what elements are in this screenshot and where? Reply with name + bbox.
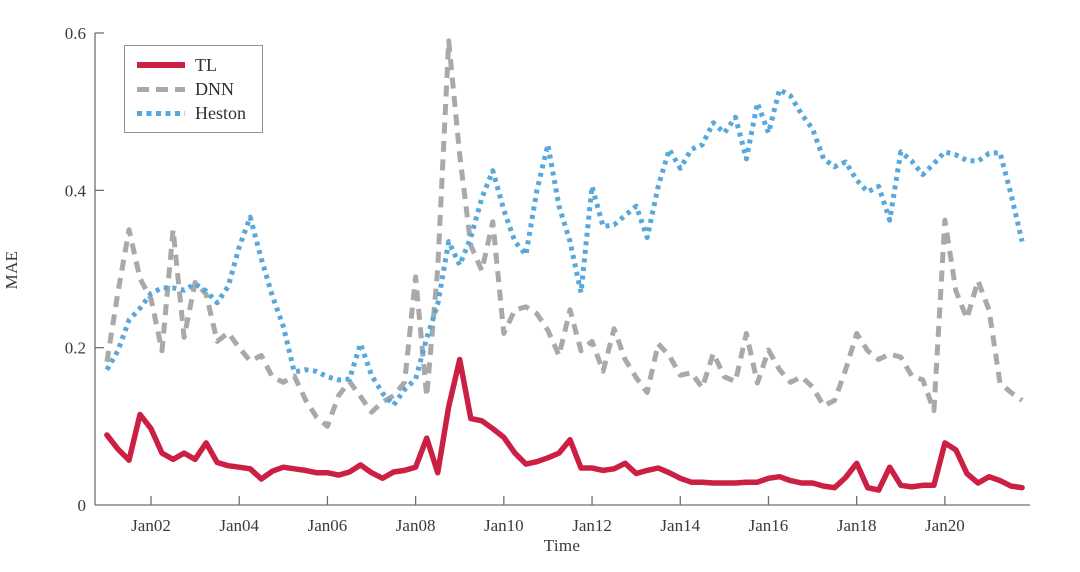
legend-entry-dnn: DNN [137,80,262,98]
y-axis-label: MAE [2,250,21,290]
tl-line-swatch [137,62,185,68]
y-tick-label: 0.2 [65,339,86,358]
x-tick-label: Jan04 [219,516,259,535]
legend-label-tl: TL [195,55,217,75]
y-tick-label: 0 [78,496,87,515]
legend-label-dnn: DNN [195,79,234,99]
legend-label-heston: Heston [195,103,246,123]
legend-entry-heston: Heston [137,104,262,122]
series-line-heston [104,87,1025,408]
x-tick-label: Jan10 [484,516,524,535]
series-line-dnn [104,38,1024,429]
x-tick-label: Jan18 [837,516,877,535]
y-tick-label: 0.6 [65,24,86,43]
x-tick-label: Jan16 [749,516,789,535]
x-tick-label: Jan20 [925,516,965,535]
x-axis-label: Time [543,536,581,555]
dnn-line-swatch [137,86,185,92]
x-tick-label: Jan12 [572,516,612,535]
x-tick-label: Jan06 [308,516,348,535]
x-tick-label: Jan08 [396,516,436,535]
x-tick-label: Jan14 [660,516,700,535]
legend-entry-tl: TL [137,56,262,74]
x-tick-label: Jan02 [131,516,171,535]
legend: TL DNN Heston [124,45,263,133]
series-line-tl [104,356,1025,493]
heston-line-swatch [137,110,185,116]
y-tick-label: 0.4 [65,181,87,200]
